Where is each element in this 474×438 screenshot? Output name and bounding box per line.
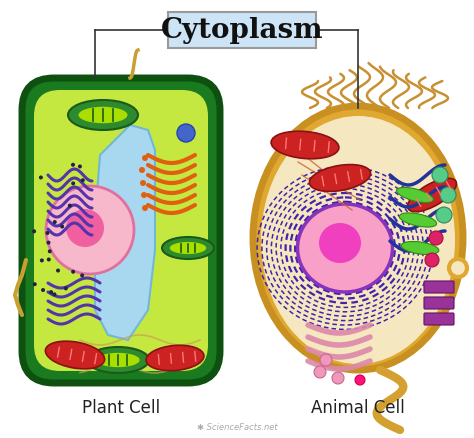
Ellipse shape — [432, 167, 448, 183]
Ellipse shape — [310, 165, 371, 191]
Ellipse shape — [177, 124, 195, 142]
Ellipse shape — [440, 187, 456, 203]
Ellipse shape — [39, 176, 43, 180]
Text: Cytoplasm: Cytoplasm — [161, 17, 323, 43]
Text: ✱ ScienceFacts.net: ✱ ScienceFacts.net — [197, 424, 277, 432]
Ellipse shape — [162, 237, 214, 259]
Ellipse shape — [142, 205, 148, 211]
Ellipse shape — [79, 107, 128, 123]
Ellipse shape — [253, 106, 463, 370]
Ellipse shape — [81, 178, 85, 182]
FancyBboxPatch shape — [22, 78, 220, 383]
Ellipse shape — [139, 167, 145, 173]
Ellipse shape — [53, 292, 56, 297]
Text: Animal Cell: Animal Cell — [311, 399, 405, 417]
Ellipse shape — [408, 178, 456, 212]
FancyBboxPatch shape — [424, 313, 454, 325]
Ellipse shape — [71, 163, 75, 167]
Ellipse shape — [68, 100, 138, 130]
Ellipse shape — [141, 192, 147, 198]
Ellipse shape — [332, 372, 344, 384]
Ellipse shape — [80, 273, 84, 277]
FancyBboxPatch shape — [168, 12, 316, 48]
Ellipse shape — [68, 204, 72, 208]
Ellipse shape — [53, 220, 57, 224]
Ellipse shape — [46, 341, 105, 369]
Ellipse shape — [319, 223, 361, 263]
Ellipse shape — [64, 286, 68, 290]
Ellipse shape — [46, 240, 50, 244]
Ellipse shape — [314, 366, 326, 378]
Ellipse shape — [47, 258, 51, 261]
Ellipse shape — [400, 213, 437, 227]
Ellipse shape — [436, 207, 452, 223]
Ellipse shape — [48, 249, 52, 253]
Ellipse shape — [33, 282, 37, 286]
Ellipse shape — [46, 231, 49, 235]
Ellipse shape — [71, 270, 75, 274]
Ellipse shape — [49, 290, 53, 294]
Ellipse shape — [66, 209, 104, 247]
Ellipse shape — [397, 187, 433, 203]
Ellipse shape — [298, 204, 392, 292]
Ellipse shape — [87, 347, 149, 373]
Ellipse shape — [449, 259, 467, 277]
Ellipse shape — [46, 186, 134, 274]
Ellipse shape — [320, 354, 332, 366]
Ellipse shape — [96, 353, 140, 367]
Ellipse shape — [425, 253, 439, 267]
Ellipse shape — [146, 345, 204, 371]
Ellipse shape — [429, 231, 443, 245]
Ellipse shape — [140, 180, 146, 186]
FancyBboxPatch shape — [34, 90, 208, 371]
Ellipse shape — [261, 116, 455, 364]
Ellipse shape — [32, 230, 36, 233]
Ellipse shape — [78, 164, 82, 169]
Ellipse shape — [142, 155, 148, 161]
Ellipse shape — [401, 241, 439, 254]
Ellipse shape — [170, 242, 206, 254]
Ellipse shape — [71, 181, 75, 185]
Ellipse shape — [60, 225, 64, 229]
Ellipse shape — [271, 131, 339, 159]
Polygon shape — [95, 125, 155, 340]
FancyBboxPatch shape — [424, 297, 454, 309]
Ellipse shape — [40, 258, 44, 262]
Text: Plant Cell: Plant Cell — [82, 399, 160, 417]
Ellipse shape — [41, 288, 45, 292]
Ellipse shape — [56, 268, 60, 272]
Ellipse shape — [355, 375, 365, 385]
FancyBboxPatch shape — [424, 281, 454, 293]
